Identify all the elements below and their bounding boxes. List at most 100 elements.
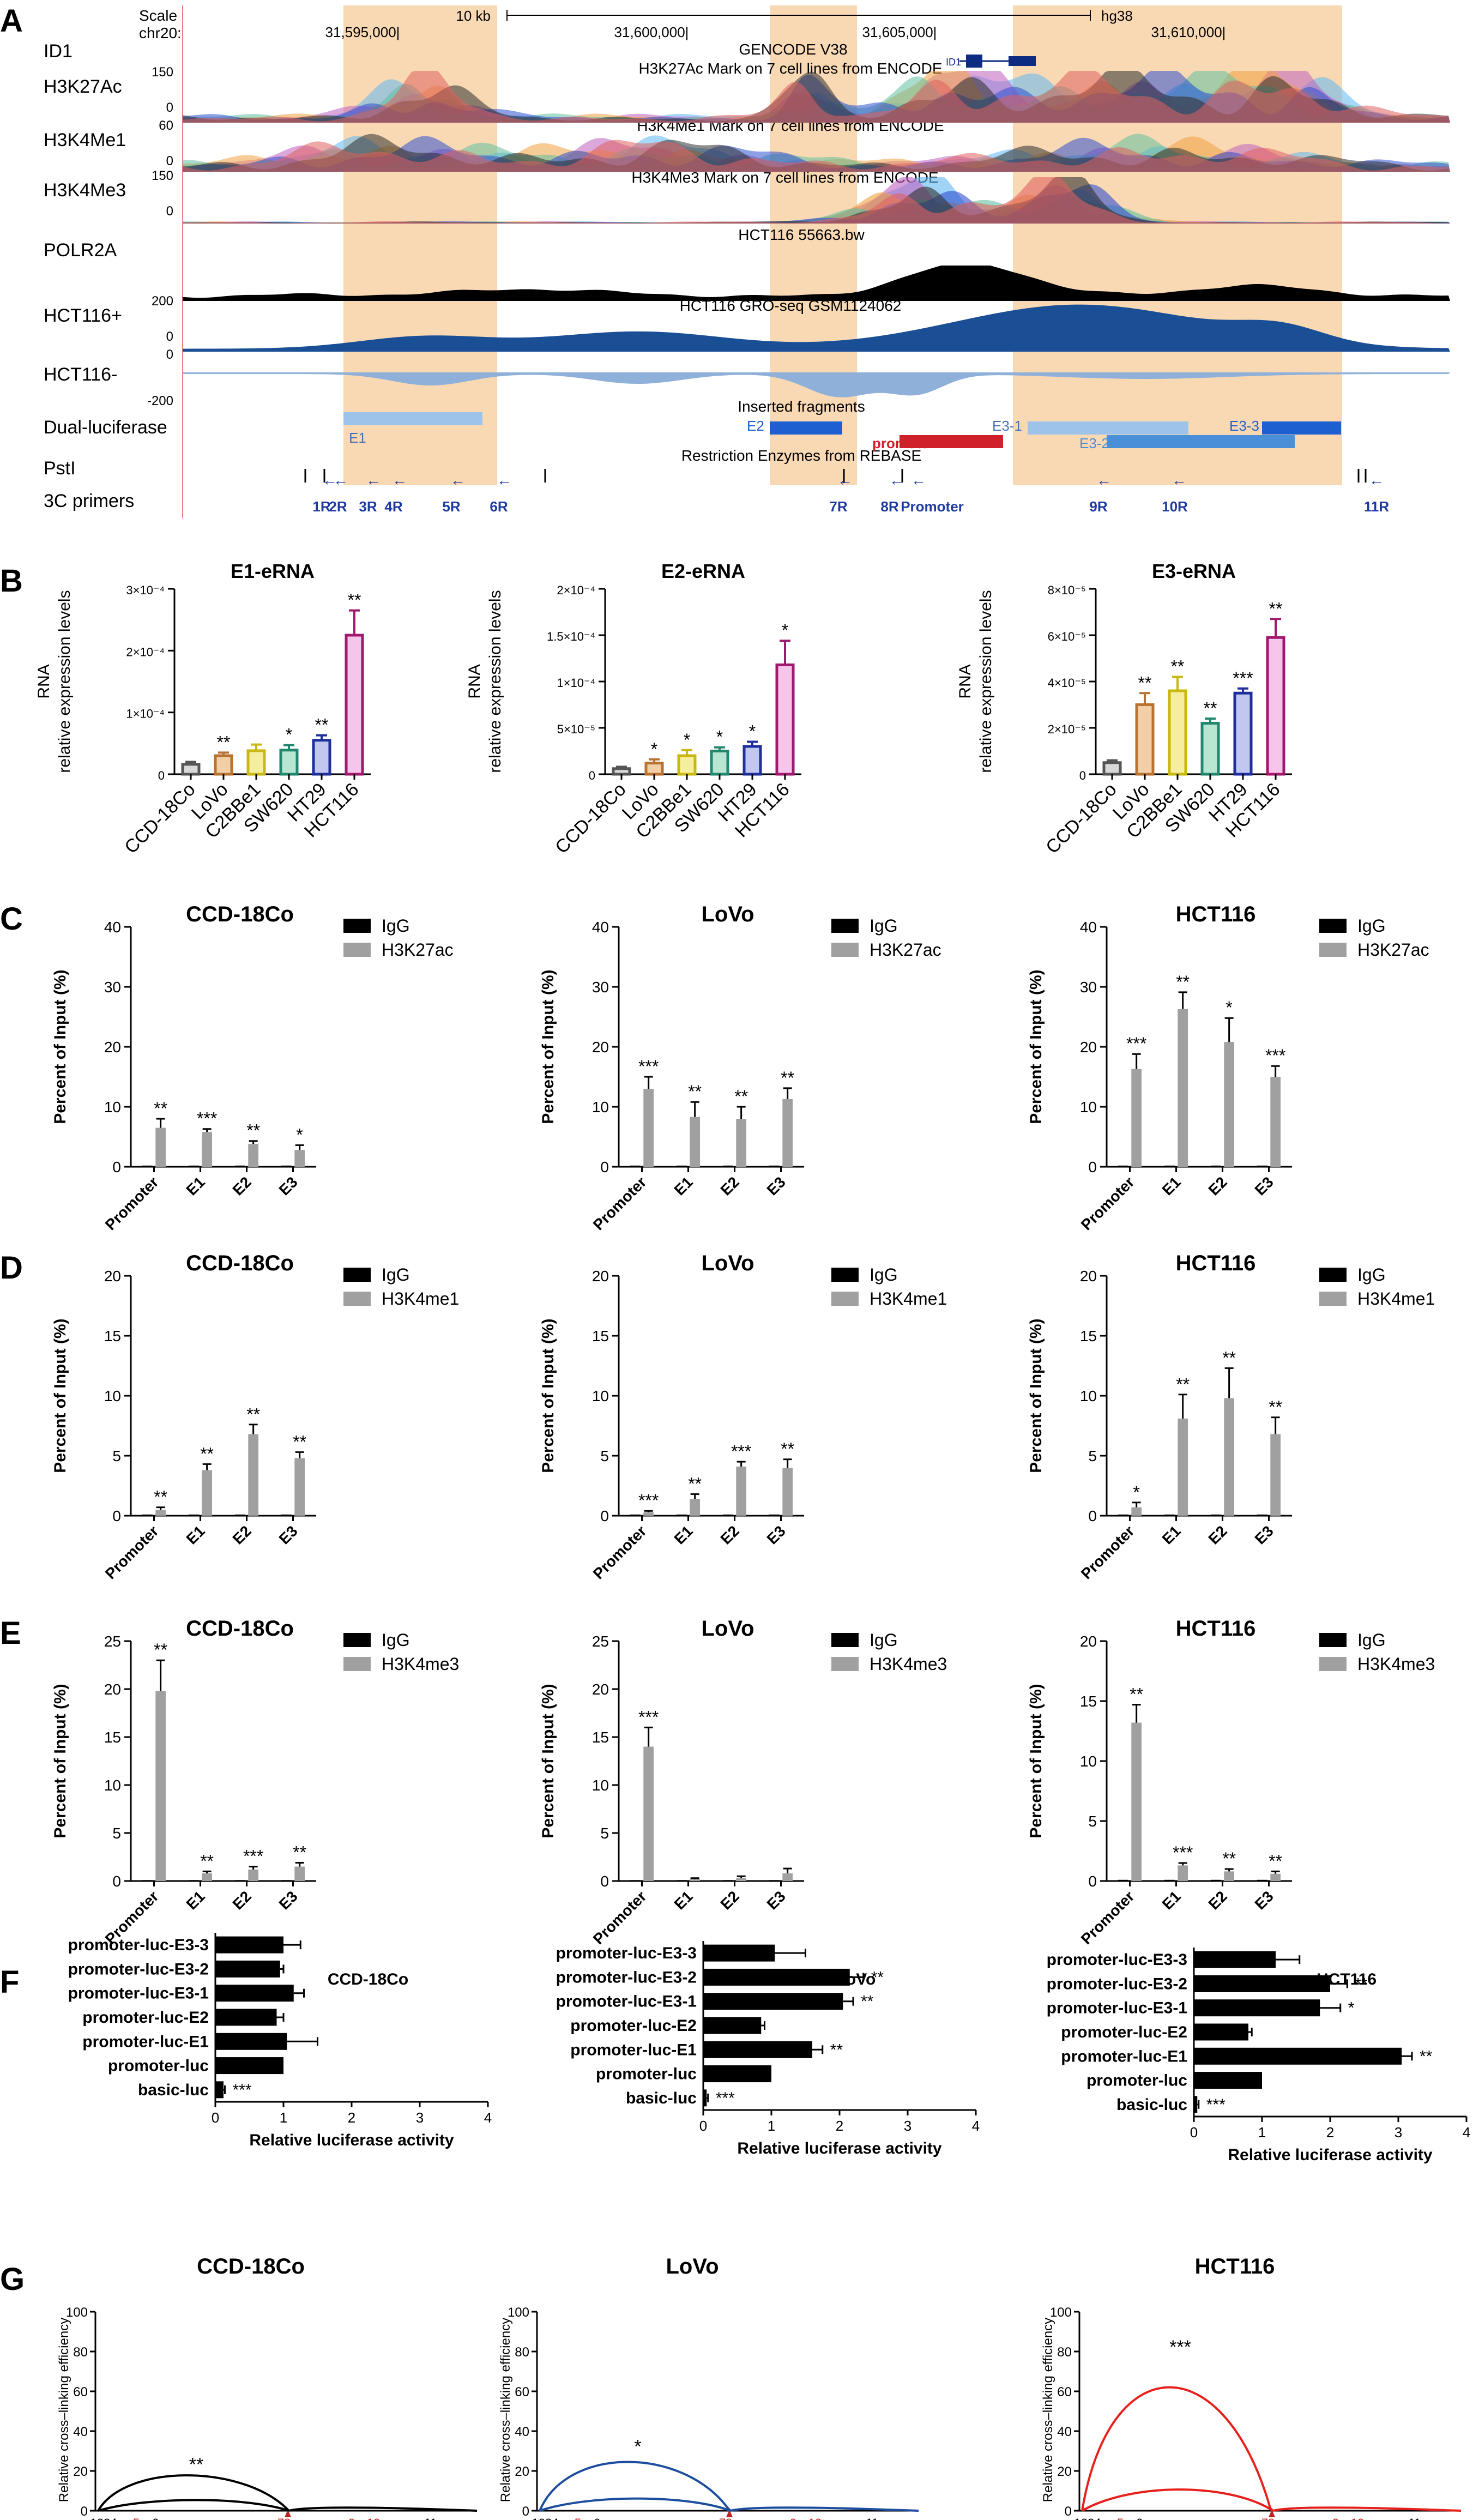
gene-exon-1 [966,55,982,68]
c2-bar-h3k27ac-3 [782,1099,793,1167]
c2-sig-2: ** [734,1087,748,1106]
b2-ytick-label-0: 0 [589,769,595,782]
track-label-4: POLR2A [44,240,117,261]
b1-ytick-label-0: 0 [158,769,165,782]
g2-ytick-label-2: 40 [515,2425,529,2439]
e2-bar-igg-2 [722,1880,733,1881]
d1-bar-h3k4me1-0 [155,1510,166,1516]
g1-frag-6: 10 [367,2516,380,2520]
e3-ytick-label-1: 5 [1088,1813,1097,1830]
e2-ytick-label-5: 25 [592,1633,609,1650]
e1-bar-h3k4me3-2 [248,1869,259,1881]
e1-ytick-label-2: 10 [104,1777,121,1794]
g3-curve-second [1082,2488,1274,2512]
c3-ytick-label-3: 30 [1080,979,1097,996]
f3-cat-5: promoter-luc [1086,2072,1187,2090]
e3-cat-0: Promoter [1078,1888,1138,1948]
c3-cat-1: E1 [1159,1173,1184,1198]
primer-label-3: 4R [384,498,402,515]
d3-bar-h3k4me1-0 [1131,1507,1142,1516]
e2-title: LoVo [701,1617,754,1641]
c2-sig-1: ** [688,1082,702,1101]
b2-ytick-label-1: 5×10⁻⁵ [557,722,595,736]
d1-title: CCD-18Co [186,1251,294,1275]
c2-bar-h3k27ac-1 [690,1117,701,1167]
c2-ytick-label-2: 20 [592,1039,609,1056]
e1-bar-h3k4me3-0 [155,1691,166,1881]
d1-bar-igg-2 [234,1514,245,1516]
g2-ytick-label-5: 100 [508,2305,529,2320]
d2-legend-label-0: IgG [870,1265,898,1285]
b3-bar-2 [1168,689,1187,776]
g3-curve-peak [1081,2386,1274,2512]
primer-arrow-4: ← [450,472,466,489]
c1-title: CCD-18Co [186,902,294,926]
d3-ytick-label-4: 20 [1080,1268,1097,1285]
g3-title: HCT116 [1195,2254,1275,2278]
d2-cat-2: E2 [717,1522,742,1547]
hct116-minus-signal [183,372,1450,397]
e2-legend-swatch-1 [831,1657,859,1671]
f1-xtick-label-1: 1 [280,2109,287,2126]
e3-cat-1: E1 [1159,1888,1184,1913]
f1-bar-1 [215,1960,280,1978]
track-max-3: 150 [152,168,173,183]
b1-title: E1-eRNA [231,560,315,582]
primer-arrow-6: ← [837,472,853,489]
b2-sig-2: * [684,730,690,750]
d1-bar-igg-1 [188,1514,199,1516]
track-max-1: 150 [152,65,173,80]
f1-bar-5 [215,2057,283,2075]
c3-cat-0: Promoter [1078,1173,1138,1233]
d1-bar-igg-3 [281,1514,292,1516]
d2-bar-igg-1 [676,1514,687,1516]
f2-cat-4: promoter-luc-E1 [570,2041,697,2059]
b1-sig-5: ** [348,590,361,610]
d3-bar-igg-3 [1257,1514,1267,1516]
d3-bar-igg-0 [1118,1514,1128,1516]
e1-cat-3: E3 [276,1888,301,1913]
primer-label-2: 3R [359,498,377,515]
b3-ytick-label-2: 4×10⁻⁵ [1048,676,1086,690]
c1-ytick-label-0: 0 [112,1159,121,1175]
c1-legend-swatch-1 [343,943,371,957]
b1-bar-0 [181,763,201,776]
e3-legend-swatch-1 [1319,1657,1347,1671]
c3-cat-2: E2 [1205,1173,1230,1198]
g1-ytick-label-3: 60 [73,2385,88,2400]
e3-legend-label-0: IgG [1357,1630,1386,1650]
f1-cat-3: promoter-luc-E2 [82,2009,209,2027]
d1-cat-2: E2 [230,1522,255,1547]
position-label-3: 31,605,000| [862,24,937,40]
position-label-1: 31,595,000| [325,24,400,40]
e2-ytick-label-0: 0 [600,1873,609,1890]
c3-bar-igg-2 [1210,1165,1221,1167]
e2-bar-igg-3 [769,1880,780,1881]
fragment-bar-2 [900,435,1003,448]
f1-cat-2: promoter-luc-E3-1 [68,1985,209,2003]
e3-bar-igg-2 [1210,1879,1221,1881]
f3-sig-4: ** [1420,2047,1433,2065]
b2-sig-4: * [749,722,756,741]
e1-cat-1: E1 [183,1888,208,1913]
e1-sig-1: ** [200,1851,214,1871]
e3-cat-2: E2 [1205,1888,1230,1913]
g2-frag-7: 11 [866,2516,879,2520]
d2-title: LoVo [701,1251,754,1275]
b3-ytick-label-4: 8×10⁻⁵ [1048,583,1086,597]
e1-ytick-label-4: 20 [104,1681,121,1698]
scale-value: 10 kb [456,8,491,24]
b2-ylabel-1: relative expression levels [486,590,504,773]
c1-cat-2: E2 [230,1173,255,1198]
b2-cat-0: CCD-18Co [551,779,630,858]
assembly-label: hg38 [1101,8,1133,24]
d3-bar-h3k4me1-3 [1270,1434,1281,1516]
b1-sig-4: ** [315,715,329,735]
track-label-5: HCT116+ [44,305,122,326]
b2-ytick-label-2: 1×10⁻⁴ [557,676,595,690]
panel-letter-c: C [0,901,23,937]
d1-legend-label-0: IgG [382,1265,410,1285]
track-title-4: HCT116 55663.bw [738,226,865,243]
f1-xtick-label-4: 4 [484,2109,492,2126]
